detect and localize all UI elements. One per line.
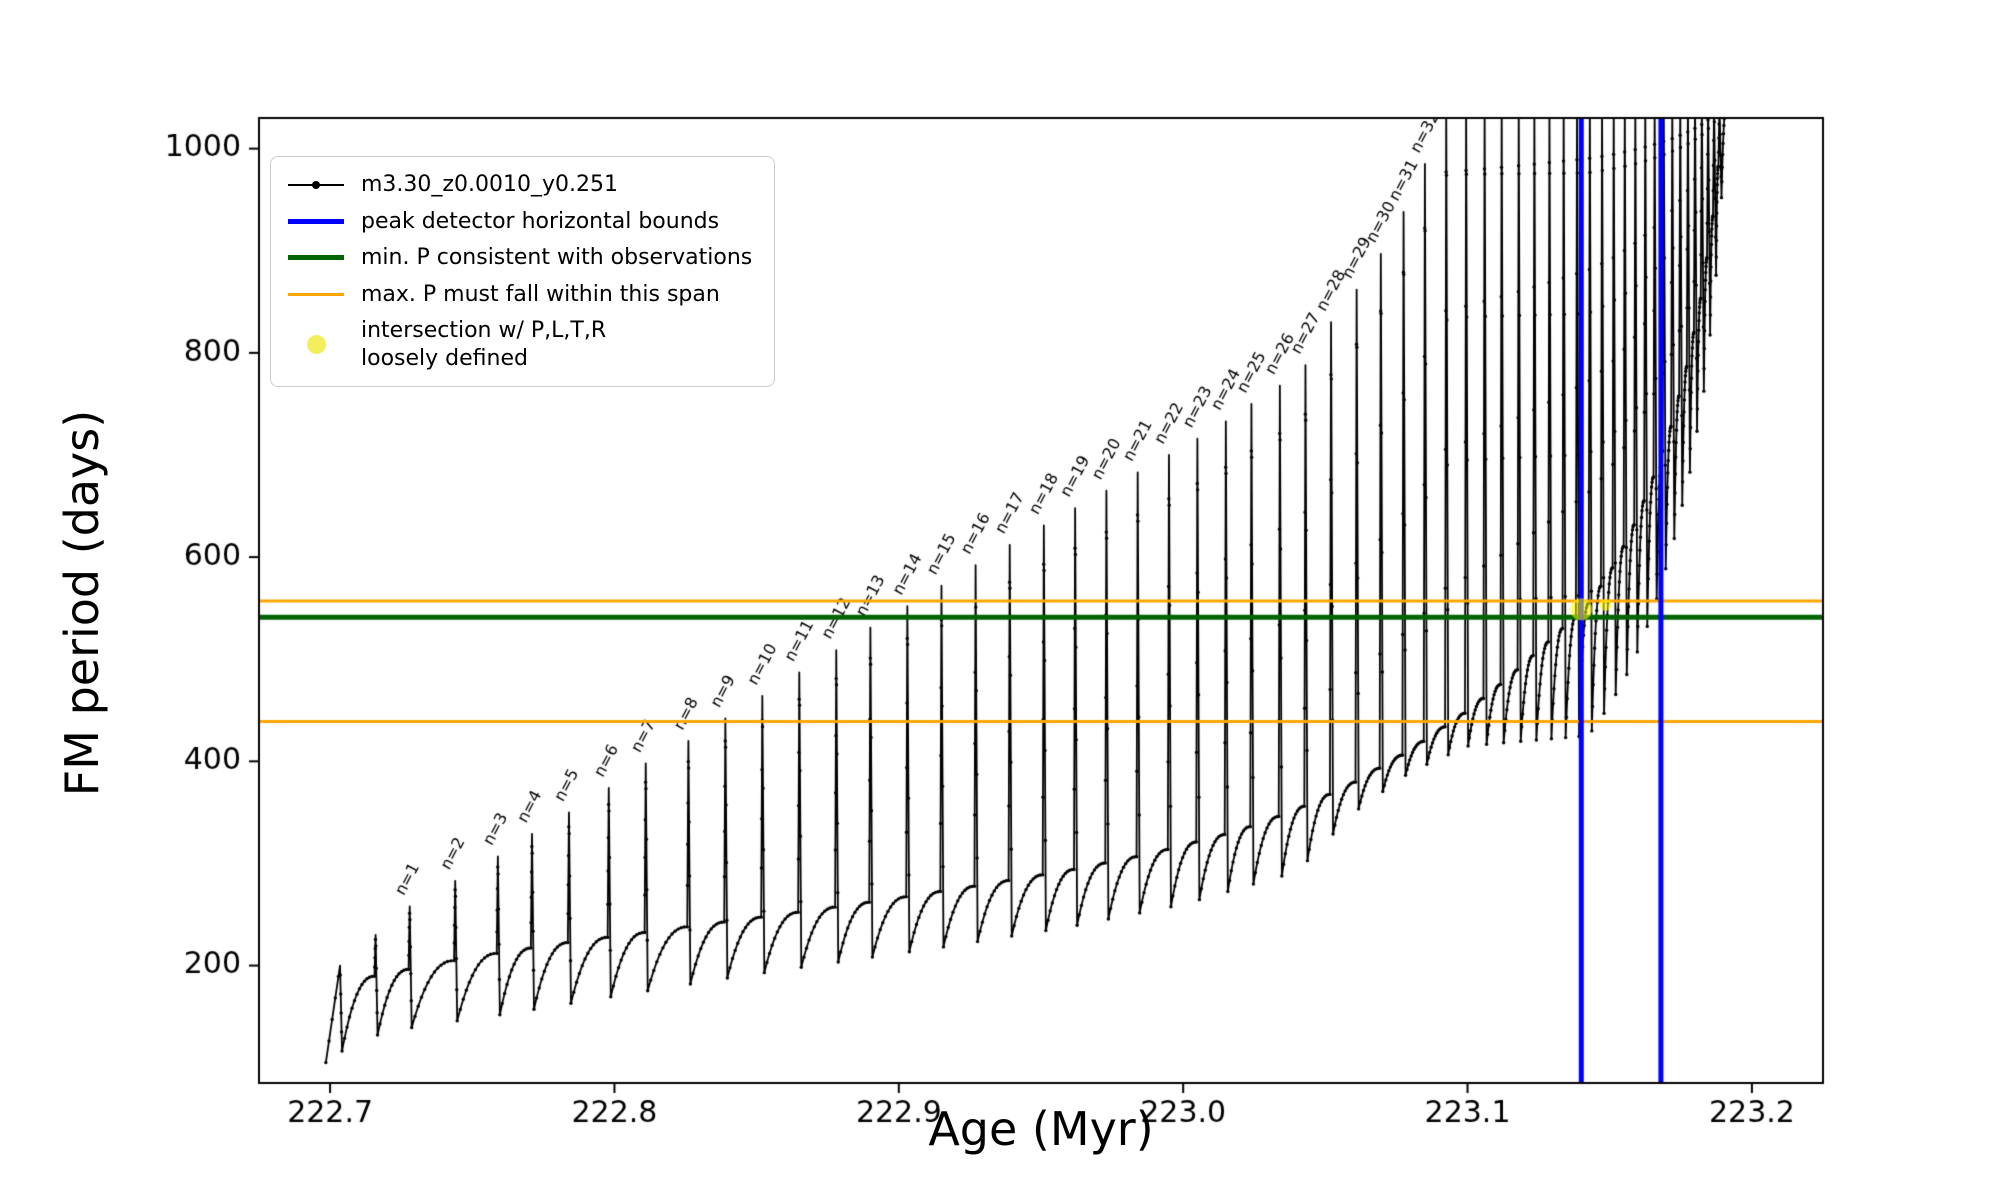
yellow-dot-marker <box>287 335 345 354</box>
legend-entry-min-period: min. P consistent with observations <box>287 244 752 272</box>
legend-entry-peak-bounds: peak detector horizontal bounds <box>287 208 752 236</box>
green-line-marker <box>287 255 345 261</box>
legend-label-min-period: min. P consistent with observations <box>361 245 753 270</box>
legend-entry-series: m3.30_z0.0010_y0.251 <box>287 171 752 199</box>
legend-box: m3.30_z0.0010_y0.251 peak detector horiz… <box>270 156 776 387</box>
blue-line-marker <box>287 218 345 224</box>
orange-line-marker <box>287 292 345 296</box>
series-line-marker <box>287 180 345 189</box>
legend-label-series: m3.30_z0.0010_y0.251 <box>361 172 618 197</box>
legend-label-intersection: intersection w/ P,L,T,R loosely defined <box>361 318 607 371</box>
legend-entry-max-period: max. P must fall within this span <box>287 281 752 309</box>
legend-entry-intersection: intersection w/ P,L,T,R loosely defined <box>287 317 752 372</box>
x-axis-label: Age (Myr) <box>928 1102 1154 1156</box>
legend-label-max-period: max. P must fall within this span <box>361 281 720 307</box>
legend-label-peak-bounds: peak detector horizontal bounds <box>361 208 720 234</box>
y-axis-label: FM period (days) <box>55 409 109 797</box>
